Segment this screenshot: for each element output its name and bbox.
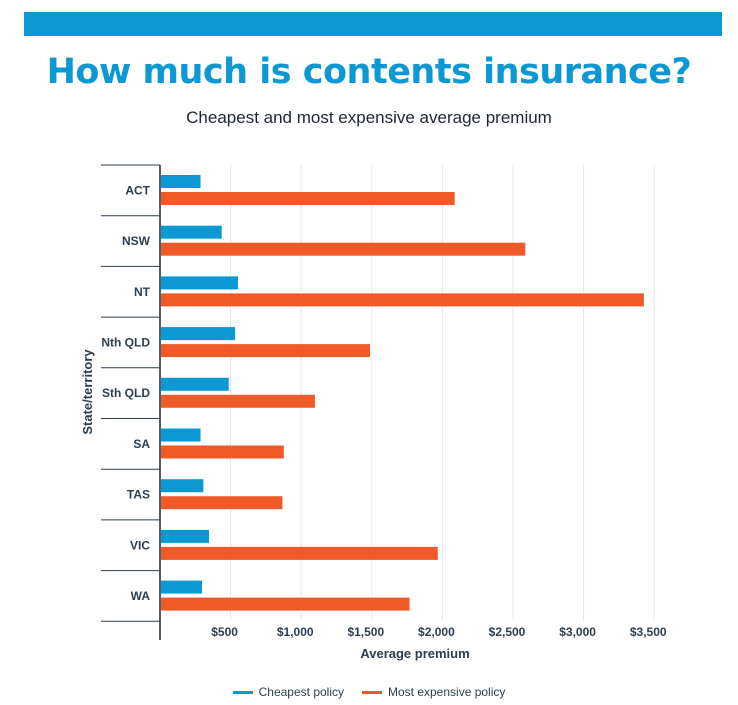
legend-label-expensive: Most expensive policy — [388, 685, 506, 699]
legend-swatch-cheapest — [232, 690, 253, 694]
category-label-0: ACT — [125, 183, 150, 197]
category-label-5: SA — [133, 437, 150, 451]
bar-expensive-6 — [161, 496, 283, 510]
bar-expensive-2 — [161, 293, 644, 307]
bar-expensive-8 — [161, 597, 410, 611]
bar-cheapest-0 — [161, 175, 201, 188]
legend-item-cheapest: Cheapest policy — [232, 685, 344, 699]
x-tick-label-2: $1,500 — [347, 625, 384, 639]
bar-expensive-3 — [161, 344, 370, 358]
bar-cheapest-3 — [161, 327, 236, 341]
category-label-8: WA — [131, 589, 151, 603]
chart-subtitle: Cheapest and most expensive average prem… — [186, 108, 552, 127]
x-axis-ticks: $500 $1,000 $1,500 $2,000 $2,500 $3,000 $3,500 — [211, 625, 667, 639]
legend: Cheapest policy Most expensive policy — [0, 685, 738, 699]
category-label-1: NSW — [122, 234, 151, 248]
bar-expensive-1 — [161, 242, 526, 256]
bar-cheapest-2 — [161, 276, 238, 290]
x-tick-label-4: $2,500 — [489, 625, 526, 639]
x-tick-label-1: $1,000 — [277, 625, 314, 639]
bar-expensive-4 — [161, 394, 315, 408]
top-banner-bar — [24, 12, 722, 36]
x-axis-title: Average premium — [360, 646, 469, 661]
bar-cheapest-1 — [161, 225, 222, 239]
y-axis-title: State/territory — [80, 349, 95, 435]
category-label-4: Sth QLD — [102, 386, 150, 400]
x-tick-label-6: $3,500 — [630, 625, 667, 639]
bar-chart: ACT NSW NT Nth QLD Sth QLD SA TAS VIC WA $500 $1,… — [80, 164, 667, 661]
category-label-3: Nth QLD — [101, 335, 150, 349]
category-label-2: NT — [134, 285, 151, 299]
bar-cheapest-7 — [161, 529, 210, 543]
y-axis: ACT NSW NT Nth QLD Sth QLD SA TAS VIC WA — [101, 164, 161, 640]
x-tick-label-5: $3,000 — [559, 625, 596, 639]
bar-expensive-5 — [161, 445, 284, 459]
legend-swatch-expensive — [362, 690, 382, 694]
bar-expensive-0 — [161, 192, 455, 205]
x-tick-label-0: $500 — [211, 625, 238, 639]
bar-expensive-7 — [161, 546, 438, 560]
category-label-6: TAS — [127, 488, 150, 502]
grid-lines — [230, 165, 655, 620]
bar-cheapest-8 — [161, 580, 202, 594]
category-label-7: VIC — [130, 538, 150, 552]
bar-cheapest-4 — [161, 377, 229, 391]
legend-label-cheapest: Cheapest policy — [258, 685, 344, 699]
chart-title: How much is contents insurance? — [46, 52, 692, 92]
bar-cheapest-6 — [161, 479, 204, 493]
legend-item-expensive: Most expensive policy — [362, 685, 505, 699]
x-tick-label-3: $2,000 — [418, 625, 455, 639]
bar-cheapest-5 — [161, 428, 201, 442]
bars — [161, 175, 644, 611]
